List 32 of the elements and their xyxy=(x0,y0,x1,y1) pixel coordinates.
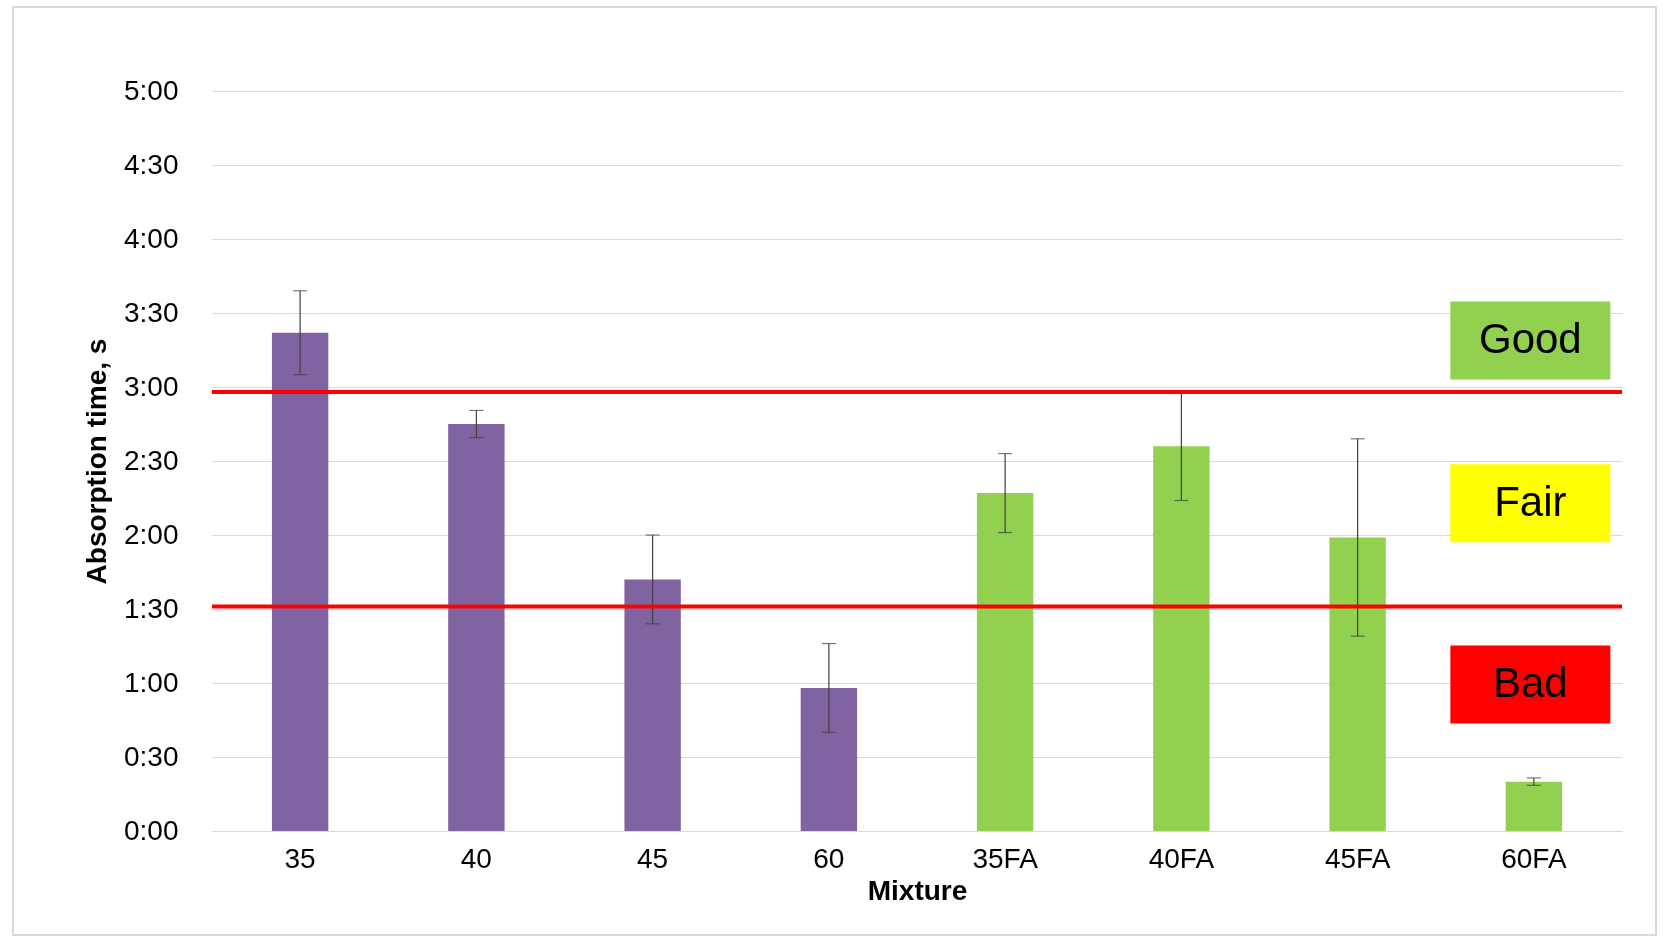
x-tick-label: 45FA xyxy=(1324,842,1391,874)
x-tick-label: 60FA xyxy=(1501,842,1567,874)
bar xyxy=(976,493,1034,831)
bar xyxy=(1505,781,1563,831)
bar xyxy=(271,332,329,831)
bar xyxy=(624,579,681,831)
y-tick-label: 5:00 xyxy=(124,74,179,106)
x-axis-title: Mixture xyxy=(867,874,968,906)
y-tick-label: 4:00 xyxy=(124,222,179,254)
y-tick-label: 1:30 xyxy=(124,592,179,624)
bar xyxy=(800,687,858,831)
y-tick-label: 4:30 xyxy=(124,148,179,180)
x-tick-label: 40FA xyxy=(1148,842,1215,874)
y-tick-label: 0:00 xyxy=(124,814,179,846)
y-tick-label: 3:30 xyxy=(124,296,179,328)
x-tick-label: 35 xyxy=(284,842,316,874)
y-tick-label: 2:30 xyxy=(124,444,179,476)
y-tick-label: 3:00 xyxy=(124,370,179,402)
bar xyxy=(1329,537,1386,831)
annotation: Good xyxy=(1478,315,1582,363)
annotation: Bad xyxy=(1492,659,1568,707)
y-tick-label: 0:30 xyxy=(124,740,179,772)
bar xyxy=(1153,446,1210,831)
x-tick-label: 45 xyxy=(637,842,669,874)
bar xyxy=(448,424,505,831)
y-tick-label: 2:00 xyxy=(124,518,179,550)
y-tick-label: 1:00 xyxy=(124,666,179,698)
y-axis-title: Absorption time, s xyxy=(81,338,112,585)
x-tick-label: 40 xyxy=(460,842,492,874)
annotation: Fair xyxy=(1494,478,1567,526)
x-tick-label: 60 xyxy=(813,842,845,874)
x-tick-label: 35FA xyxy=(972,842,1039,874)
